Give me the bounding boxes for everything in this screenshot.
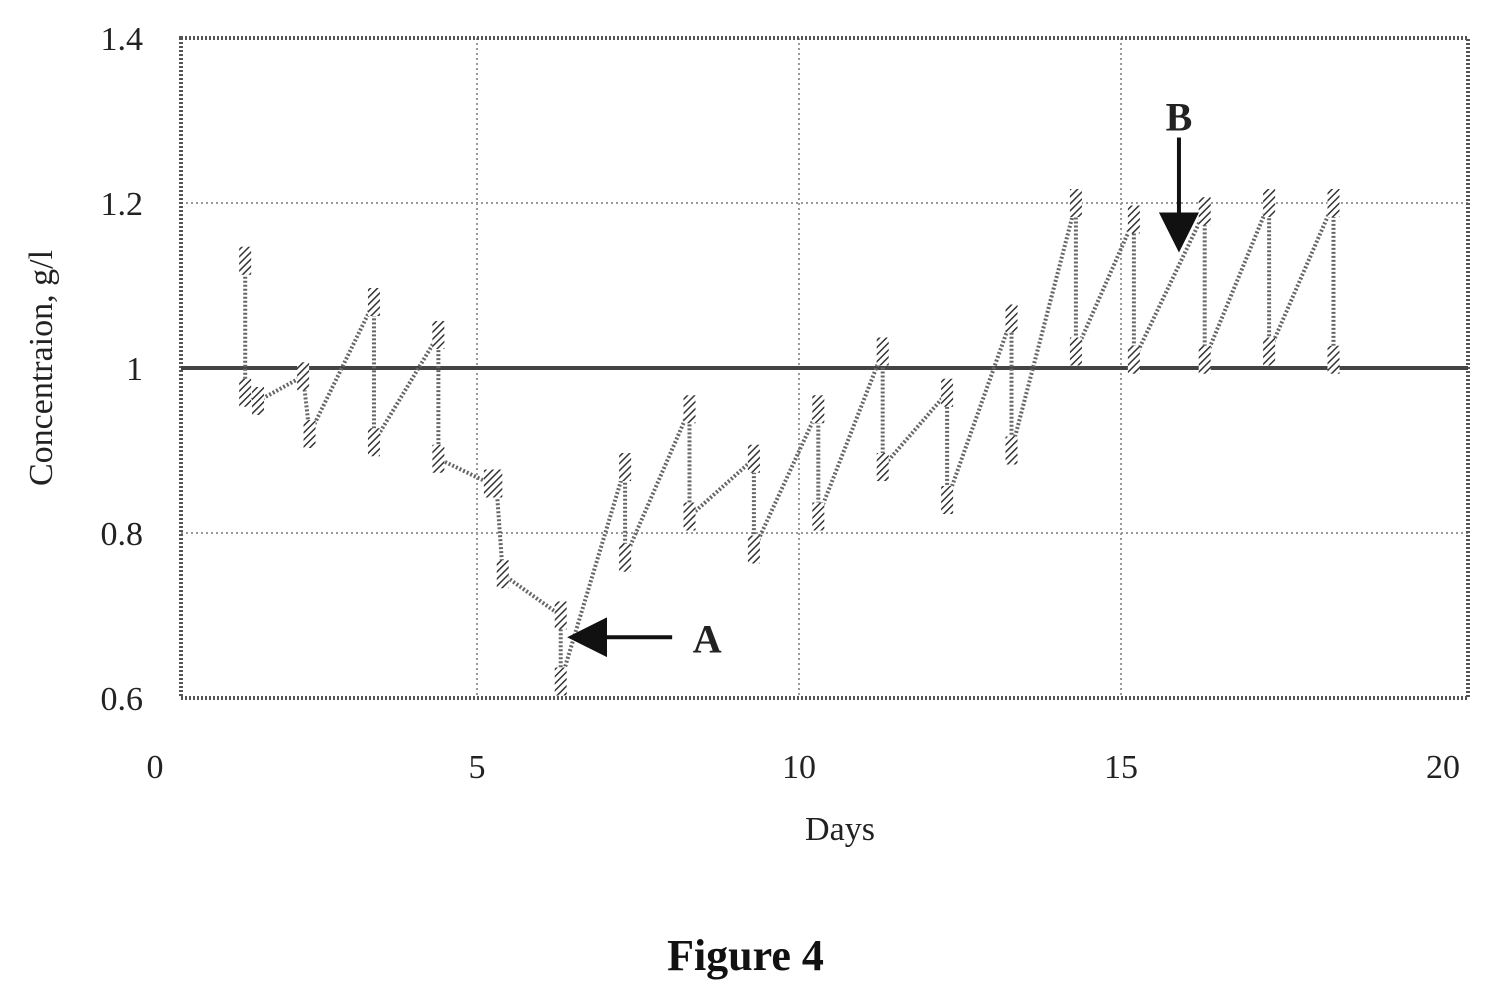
annotation-label: A: [693, 616, 722, 661]
data-point: [1005, 304, 1018, 333]
data-point: [1198, 197, 1211, 226]
data-point: [432, 444, 445, 473]
x-tick-label: 15: [1104, 749, 1138, 786]
data-point: [1005, 436, 1018, 465]
series-line: [243, 202, 1336, 683]
x-tick-label: 0: [147, 749, 164, 786]
data-point: [554, 667, 567, 696]
series-layer: [243, 202, 1336, 683]
data-point: [1069, 189, 1082, 217]
data-point: [252, 387, 265, 415]
x-tick-label: 10: [782, 749, 816, 786]
annotation-label: B: [1166, 95, 1193, 140]
y-tick-label: 0.8: [101, 516, 144, 553]
y-tick-label: 1: [126, 351, 143, 388]
data-point: [239, 246, 252, 275]
data-point: [303, 420, 316, 448]
data-point: [1127, 345, 1140, 374]
data-point: [1327, 345, 1340, 374]
data-point: [747, 535, 760, 564]
figure-caption: Figure 4: [667, 931, 824, 980]
x-tick-label: 20: [1426, 749, 1460, 786]
y-tick-labels: 0.6 0.8 1 1.2 1.4: [101, 21, 144, 718]
data-point: [941, 378, 954, 407]
data-point: [812, 395, 825, 424]
data-point: [496, 560, 509, 589]
x-tick-label: 5: [469, 749, 486, 786]
data-point: [876, 337, 889, 366]
data-point: [1069, 337, 1082, 366]
data-point: [554, 601, 567, 630]
data-point: [367, 288, 380, 316]
y-tick-label: 0.6: [101, 681, 144, 718]
data-point: [876, 453, 889, 481]
data-point: [683, 502, 696, 531]
data-point: [490, 469, 503, 498]
x-axis-label: Days: [805, 811, 875, 848]
data-point: [619, 453, 632, 481]
data-point: [812, 502, 825, 531]
y-axis-label: Concentraion, g/l: [23, 250, 60, 486]
x-tick-labels: 0 5 10 15 20: [147, 749, 1461, 786]
data-point: [619, 543, 632, 572]
data-point: [1263, 189, 1276, 217]
annotations-layer: AB: [567, 95, 1199, 661]
markers-layer: [239, 189, 1340, 696]
data-point: [1127, 205, 1140, 234]
data-point: [297, 362, 310, 391]
y-tick-label: 1.4: [101, 21, 144, 58]
data-point: [1327, 189, 1340, 217]
y-tick-label: 1.2: [101, 186, 144, 223]
data-point: [1263, 337, 1276, 366]
data-point: [367, 428, 380, 457]
data-point: [941, 486, 954, 514]
data-point: [683, 395, 696, 424]
data-point: [432, 321, 445, 349]
data-point: [747, 444, 760, 473]
data-point: [1198, 345, 1211, 374]
data-point: [239, 378, 252, 407]
